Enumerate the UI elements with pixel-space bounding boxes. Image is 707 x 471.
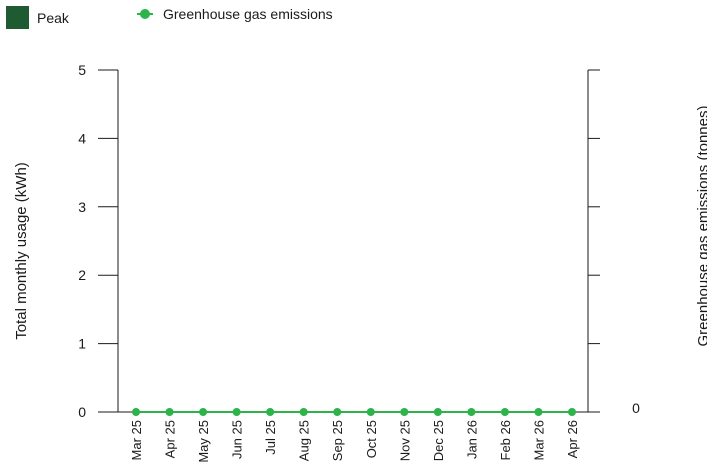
emissions-point-feb-26 bbox=[500, 408, 509, 416]
y-tick-label: 5 bbox=[78, 62, 86, 78]
x-tick-label: Nov 25 bbox=[397, 420, 412, 461]
emissions-point-may-25 bbox=[199, 408, 208, 416]
legend-item-emissions[interactable]: Greenhouse gas emissions bbox=[135, 6, 333, 22]
emissions-point-oct-25 bbox=[366, 408, 375, 416]
y-tick-label: 1 bbox=[78, 336, 86, 352]
emissions-point-aug-25 bbox=[299, 408, 308, 416]
legend-emissions-label: Greenhouse gas emissions bbox=[163, 6, 333, 22]
x-tick-label: Apr 25 bbox=[163, 420, 178, 458]
emissions-point-mar-25 bbox=[132, 408, 140, 416]
x-tick-label: May 25 bbox=[196, 420, 211, 463]
y-tick-label: 0 bbox=[78, 404, 86, 420]
x-tick-label: Apr 26 bbox=[565, 420, 580, 458]
emissions-point-dec-25 bbox=[433, 408, 442, 416]
emissions-point-jan-26 bbox=[467, 408, 476, 416]
chart-legend: Peak Greenhouse gas emissions bbox=[0, 0, 707, 34]
x-tick-label: Jul 25 bbox=[263, 420, 278, 455]
x-tick-label: Jan 26 bbox=[464, 420, 479, 459]
y2-axis-title: Greenhouse gas emissions (tonnes) bbox=[695, 106, 707, 347]
y-tick-label: 4 bbox=[78, 130, 86, 146]
x-tick-label: Mar 25 bbox=[129, 420, 144, 460]
x-tick-label: Sep 25 bbox=[330, 420, 345, 461]
emissions-point-mar-26 bbox=[534, 408, 543, 416]
emissions-point-nov-25 bbox=[400, 408, 409, 416]
peak-swatch-icon bbox=[6, 6, 29, 29]
emissions-point-jun-25 bbox=[232, 408, 241, 416]
emissions-point-jul-25 bbox=[266, 408, 275, 416]
x-tick-label: Feb 26 bbox=[498, 420, 513, 460]
x-tick-label: Jun 25 bbox=[230, 420, 245, 459]
y-tick-label: 2 bbox=[78, 267, 86, 283]
emissions-point-apr-25 bbox=[165, 408, 174, 416]
emissions-point-sep-25 bbox=[333, 408, 342, 416]
y-axis-title: Total monthly usage (kWh) bbox=[13, 162, 30, 340]
emissions-marker-icon bbox=[135, 8, 155, 20]
y2-tick-label: 0 bbox=[632, 400, 640, 416]
emissions-point-apr-26 bbox=[568, 408, 576, 416]
y-tick-label: 3 bbox=[78, 199, 86, 215]
x-tick-label: Oct 25 bbox=[364, 420, 379, 458]
legend-peak-label: Peak bbox=[37, 9, 69, 26]
x-tick-label: Aug 25 bbox=[297, 420, 312, 461]
x-tick-label: Dec 25 bbox=[431, 420, 446, 461]
x-tick-label: Mar 26 bbox=[531, 420, 546, 460]
legend-item-peak[interactable]: Peak bbox=[6, 6, 69, 29]
